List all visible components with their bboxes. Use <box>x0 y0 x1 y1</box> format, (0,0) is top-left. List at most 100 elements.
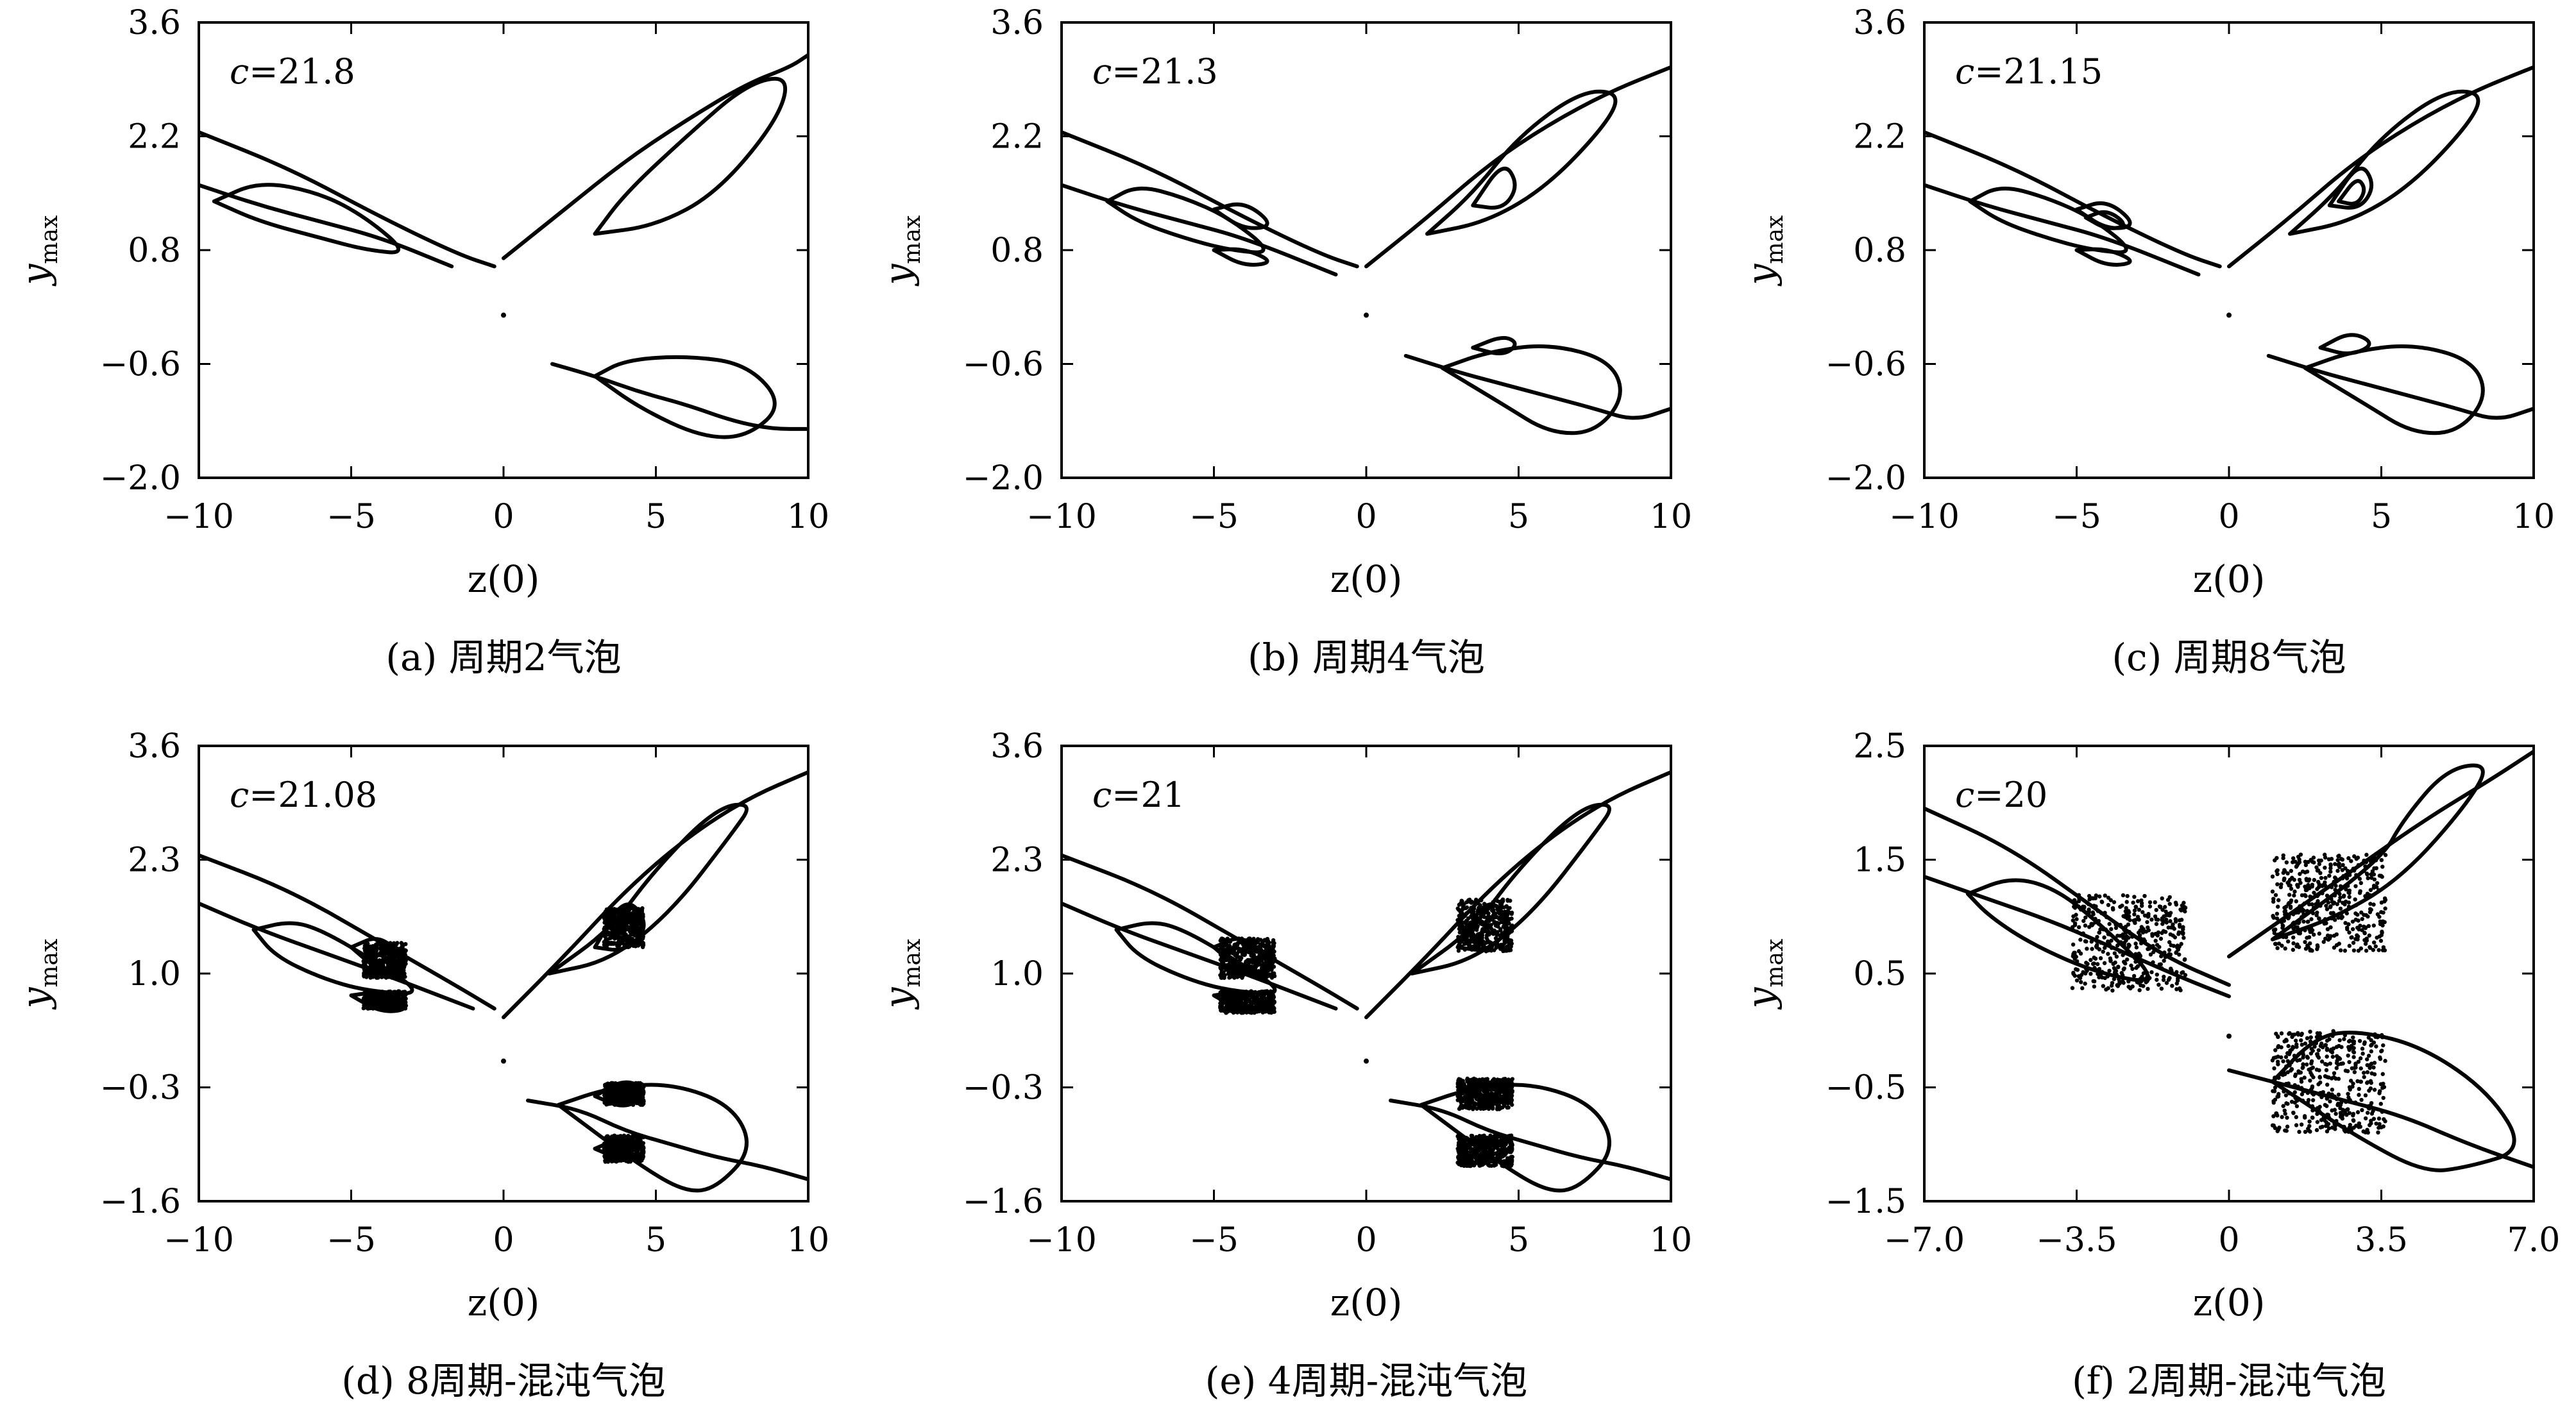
chaos-point <box>1237 947 1242 952</box>
chaos-point <box>1487 919 1491 924</box>
chaos-point <box>629 1151 634 1155</box>
x-tick-label: 10 <box>1650 1221 1692 1260</box>
chaos-point <box>1473 1091 1478 1096</box>
chaos-point <box>613 1134 618 1138</box>
chaos-point <box>1467 1163 1471 1167</box>
chaos-point <box>2095 934 2099 940</box>
chaos-point <box>1465 1158 1470 1163</box>
chaos-point <box>1248 937 1252 941</box>
chaos-point <box>2134 945 2139 950</box>
chaos-point <box>2148 900 2153 905</box>
chaos-point <box>1478 915 1483 920</box>
chaos-point <box>1232 975 1237 980</box>
x-tick-label: −5 <box>326 498 376 536</box>
chaos-point <box>1269 966 1273 970</box>
chaos-point <box>1509 1140 1513 1145</box>
x-tick-label: 0 <box>1355 1221 1377 1260</box>
chaos-point <box>636 1157 641 1162</box>
chaos-point <box>1264 997 1269 1002</box>
chaos-point <box>1504 1142 1508 1147</box>
chaos-point <box>1253 996 1258 1001</box>
chaos-point <box>1254 941 1258 945</box>
chaos-point <box>1232 995 1236 1000</box>
chaos-point <box>392 963 396 967</box>
chaos-point <box>2090 910 2096 915</box>
y-tick-label: 2.2 <box>128 118 181 156</box>
chaos-point <box>1464 918 1470 924</box>
chaos-point <box>631 1140 636 1145</box>
chaos-point <box>1228 975 1233 979</box>
chaos-point <box>1239 970 1244 974</box>
chaos-point <box>1242 949 1247 953</box>
y-axis-label: ymax <box>13 939 63 1011</box>
chaos-point <box>632 1099 637 1104</box>
chaos-point <box>1506 1089 1511 1093</box>
chaos-point <box>1505 1100 1510 1104</box>
chaos-point <box>1270 1008 1275 1012</box>
chaos-point <box>367 960 372 965</box>
annotation-value: =21.8 <box>249 51 355 92</box>
chaos-point <box>1503 1076 1507 1081</box>
x-tick-label: 10 <box>1650 498 1692 536</box>
chaos-point <box>1487 945 1491 950</box>
chaos-point <box>618 1090 622 1095</box>
chaos-point <box>1486 931 1490 936</box>
chaos-point <box>1459 1081 1464 1086</box>
chaos-point <box>1221 937 1226 942</box>
chaos-point <box>2094 904 2098 909</box>
chaos-point <box>1501 1090 1506 1095</box>
chaos-point <box>399 975 403 980</box>
chaos-point <box>1473 1138 1478 1143</box>
chaos-point <box>605 940 609 945</box>
bifurcation-branch <box>550 362 808 431</box>
chaos-point <box>1480 942 1484 947</box>
chaos-point <box>626 1102 631 1107</box>
chaos-cluster <box>1455 1133 1514 1169</box>
chaos-cluster <box>602 906 646 950</box>
chaos-point <box>1477 1156 1482 1160</box>
chaos-point <box>397 961 402 966</box>
chaos-point <box>1486 1163 1491 1168</box>
chaos-cluster <box>1455 897 1514 954</box>
chaos-point <box>384 971 389 976</box>
chaos-point <box>1228 940 1233 944</box>
chaos-point <box>1505 898 1510 902</box>
y-tick-label: 2.3 <box>990 841 1044 880</box>
chaos-point <box>2137 917 2141 922</box>
bifurcation-branch <box>1364 65 1671 269</box>
chaos-point <box>1467 1140 1471 1145</box>
data-layer <box>199 770 808 1193</box>
fixed-point <box>2226 312 2232 318</box>
chaos-point <box>1477 1161 1481 1167</box>
chaos-point <box>1493 1139 1498 1143</box>
chaos-point <box>1456 934 1461 940</box>
chaos-point <box>627 1148 632 1152</box>
bifurcation-branch <box>2303 344 2485 435</box>
chaos-point <box>616 938 622 942</box>
chaos-point <box>2076 893 2081 897</box>
chaos-point <box>1232 970 1236 974</box>
y-axis-subscript: max <box>899 939 926 988</box>
chaos-point <box>1475 946 1480 950</box>
chaos-point <box>1257 993 1262 997</box>
y-axis-subscript: max <box>1762 215 1788 264</box>
chaos-point <box>1495 1077 1500 1082</box>
chaos-point <box>1508 1136 1513 1140</box>
chaos-point <box>1269 949 1273 954</box>
chaos-point <box>1469 906 1473 910</box>
chaos-point <box>1260 941 1264 946</box>
chaos-point <box>1470 1080 1475 1084</box>
chaos-point <box>401 966 405 970</box>
chaos-point <box>1265 989 1269 993</box>
chaos-point <box>1459 1144 1464 1149</box>
chaos-point <box>1482 902 1487 907</box>
chaos-point <box>1489 1149 1495 1154</box>
parameter-annotation: c=21.8 <box>230 51 355 92</box>
chaos-point <box>1468 926 1473 931</box>
chaos-point <box>1486 1083 1491 1088</box>
chaos-point <box>366 957 371 962</box>
chaos-point <box>605 1143 609 1148</box>
chaos-point <box>381 974 386 979</box>
chaos-point <box>1218 951 1223 956</box>
chaos-point <box>1505 1161 1510 1166</box>
